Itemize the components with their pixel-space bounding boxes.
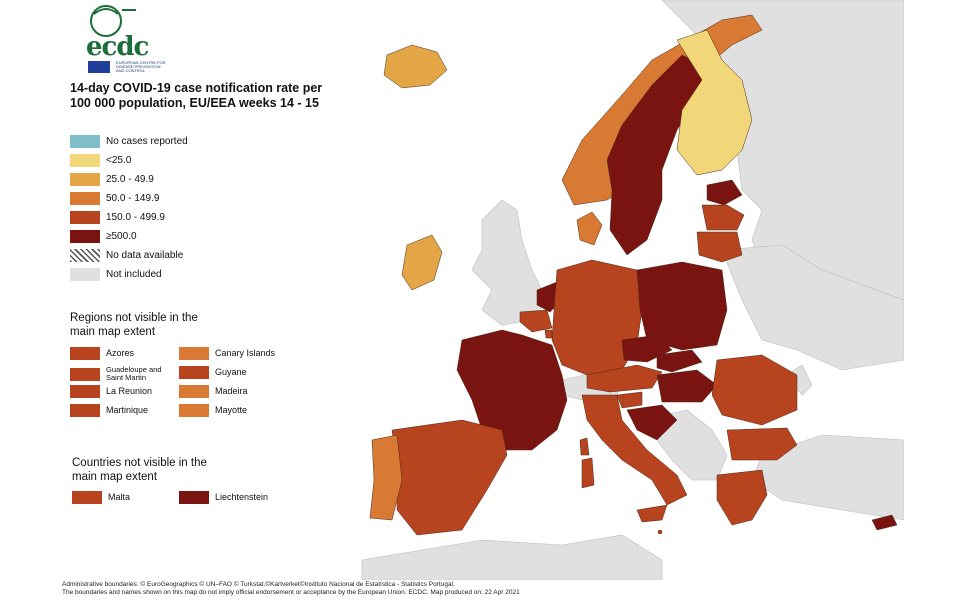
iceland [383, 44, 448, 89]
legend-swatch [70, 153, 100, 167]
country-item-liechtenstein: Liechtenstein [179, 491, 299, 504]
uk-region [471, 199, 548, 326]
legend-swatch-hatched [70, 248, 100, 262]
legend-swatch [70, 172, 100, 186]
countries-title: Countries not visible in the main map ex… [72, 457, 207, 483]
denmark [576, 211, 603, 246]
legend-label: No data available [106, 249, 184, 261]
region-item-azores: Azores [70, 347, 180, 360]
region-label: Guyane [215, 367, 247, 377]
greece [716, 469, 768, 526]
corsica [579, 437, 590, 456]
map-area [62, 0, 904, 580]
legend-label: Not included [106, 268, 162, 280]
belgium [519, 309, 553, 333]
legend-item-25-49: 25.0 - 49.9 [70, 172, 154, 186]
region-label: Canary Islands [215, 348, 276, 358]
region-label: Azores [106, 348, 135, 358]
region-item-canary-islands: Canary Islands [179, 347, 299, 360]
italy [581, 394, 688, 506]
region-swatch [179, 347, 209, 360]
europe-choropleth [361, 0, 904, 580]
hungary [656, 369, 718, 403]
country-label: Malta [108, 492, 131, 502]
luxembourg [544, 329, 553, 339]
region-item-madeira: Madeira [179, 385, 299, 398]
legend-item-ge500: ≥500.0 [70, 229, 137, 243]
region-item-mayotte: Mayotte [179, 404, 299, 417]
legend-swatch [70, 134, 100, 148]
legend-label: No cases reported [106, 135, 188, 147]
footer-line-2: The boundaries and names shown on this m… [62, 589, 520, 596]
ecdc-logo [72, 4, 162, 76]
legend-item-no-data: No data available [70, 248, 183, 262]
legend-label: ≥500.0 [106, 230, 137, 242]
region-label: Martinique [106, 405, 149, 415]
legend-label: 150.0 - 499.9 [106, 211, 165, 223]
footer-line-1: Administrative boundaries: © EuroGeograp… [62, 581, 455, 588]
croatia [626, 404, 678, 441]
latvia [701, 204, 745, 231]
region-label: Madeira [215, 386, 248, 396]
sweden [606, 54, 703, 256]
region-item-guadeloupe: Guadeloupe and Saint Martin [70, 366, 180, 382]
country-label: Liechtenstein [215, 492, 269, 502]
ecdc-logo-subtitle: EUROPEAN CENTRE FOR DISEASE PREVENTION A… [116, 60, 166, 73]
region-swatch [179, 404, 209, 417]
legend-swatch [70, 191, 100, 205]
poland [636, 261, 728, 351]
region-item-la-reunion: La Reunion [70, 385, 180, 398]
country-item-malta: Malta [72, 491, 182, 504]
region-item-martinique: Martinique [70, 404, 180, 417]
region-swatch [70, 347, 100, 360]
region-label: La Reunion [106, 386, 153, 396]
sardinia [581, 457, 595, 489]
romania [711, 354, 798, 426]
legend-item-lt25: <25.0 [70, 153, 131, 167]
portugal [369, 434, 403, 521]
region-label: Mayotte [215, 405, 248, 415]
legend-label: 50.0 - 149.9 [106, 192, 160, 204]
estonia [706, 179, 743, 206]
legend-item-150-499: 150.0 - 499.9 [70, 210, 165, 224]
north-africa-region [361, 534, 663, 580]
ireland [401, 234, 443, 291]
malta [657, 529, 663, 535]
eu-eea-countries [369, 14, 898, 536]
legend-item-no-cases: No cases reported [70, 134, 188, 148]
region-swatch [70, 367, 100, 381]
region-item-guyane: Guyane [179, 366, 299, 379]
legend-swatch [70, 210, 100, 224]
region-swatch [179, 385, 209, 398]
slovakia [656, 349, 703, 373]
belarus-ukraine-region [721, 244, 904, 371]
lithuania [696, 231, 743, 263]
austria [586, 364, 663, 393]
cyprus [871, 514, 898, 531]
map-title: 14-day COVID-19 case notification rate p… [70, 81, 323, 110]
legend-label: 25.0 - 49.9 [106, 173, 154, 185]
bulgaria [726, 427, 798, 461]
legend-item-not-included: Not included [70, 267, 162, 281]
country-swatch [179, 491, 209, 504]
slovenia [616, 391, 643, 409]
region-label: Guadeloupe and Saint Martin [106, 365, 162, 382]
legend-swatch [70, 229, 100, 243]
spain [391, 419, 508, 536]
country-swatch [72, 491, 102, 504]
ecdc-logo-text: ecdc [86, 32, 149, 62]
attribution-footer: Administrative boundaries: © EuroGeograp… [62, 581, 922, 597]
france [456, 329, 568, 451]
legend-item-50-149: 50.0 - 149.9 [70, 191, 159, 205]
sicily [636, 504, 668, 523]
finland [676, 29, 753, 176]
region-swatch [70, 404, 100, 417]
globe-icon [90, 5, 136, 37]
legend-swatch [70, 267, 100, 281]
region-swatch [70, 385, 100, 398]
legend-label: <25.0 [106, 154, 132, 166]
region-swatch [179, 366, 209, 379]
eu-flag-icon [88, 61, 110, 73]
regions-title: Regions not visible in the main map exte… [70, 312, 198, 338]
